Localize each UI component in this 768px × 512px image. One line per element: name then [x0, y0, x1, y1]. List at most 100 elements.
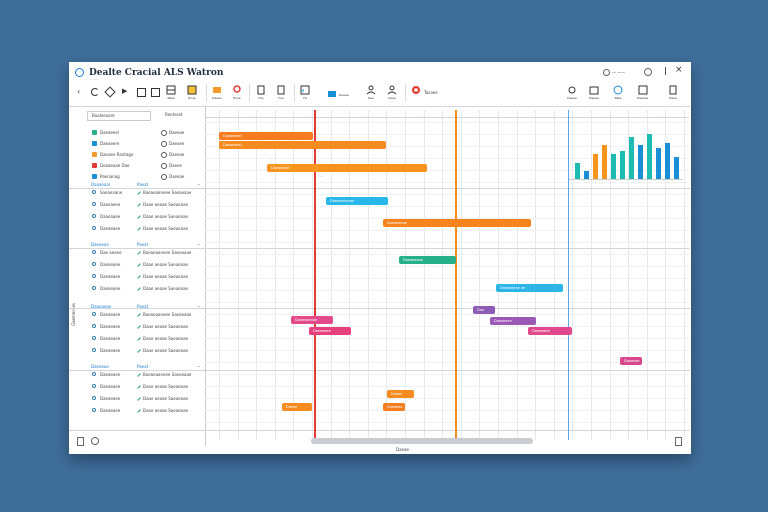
- play-icon[interactable]: ▶: [122, 87, 128, 95]
- gantt-bar[interactable]: Daeaeaeae: [399, 256, 456, 264]
- tool-doc-2[interactable]: Fne: [276, 85, 286, 103]
- tool-table[interactable]: Ntee: [166, 85, 176, 103]
- gantt-bar[interactable]: Daeaeaeel: [219, 132, 313, 140]
- task-name[interactable]: Danaee Rantage: [100, 152, 134, 157]
- column-header-tick: ·: [328, 110, 330, 114]
- task-name[interactable]: Paenanag: [100, 174, 120, 179]
- task-name[interactable]: Daeaeaee: [100, 372, 121, 377]
- back-icon[interactable]: ‹: [77, 87, 81, 96]
- grid-line: [572, 110, 574, 440]
- task-name[interactable]: Doaaeaae Dae: [100, 163, 130, 168]
- task-name[interactable]: Daaeaeee: [100, 202, 121, 207]
- tool-folder[interactable]: Daeeo: [212, 85, 222, 103]
- tool-person[interactable]: Ree: [366, 85, 376, 103]
- tool-pin[interactable]: Ense: [232, 85, 242, 103]
- gantt-bar[interactable]: Daeaeaee: [309, 327, 351, 335]
- gantt-bar[interactable]: Dae: [473, 306, 495, 314]
- shapes-icon[interactable]: [104, 86, 116, 98]
- doc-icon: [257, 85, 265, 95]
- chevron-down-icon[interactable]: ⌄: [197, 363, 201, 368]
- task-name[interactable]: Daeaeaee: [100, 312, 121, 317]
- gantt-bar[interactable]: Daeaeaeaae: [291, 316, 333, 324]
- corner-left-icon[interactable]: [77, 437, 84, 446]
- layout-icon[interactable]: [151, 88, 160, 97]
- tool-chrome[interactable]: [411, 85, 421, 103]
- grid-line: [684, 110, 685, 440]
- user-icon[interactable]: [603, 69, 610, 76]
- column-header-tick: ·: [589, 110, 590, 114]
- task-name[interactable]: Daeaeaee: [100, 408, 121, 413]
- grid-row-line: [205, 254, 689, 255]
- task-name[interactable]: Daeaeeel: [100, 130, 119, 135]
- tool-settings[interactable]: Daase: [567, 85, 577, 103]
- task-name[interactable]: Daeaeaee: [100, 262, 121, 267]
- task-detail: Daae aeaae Saeaeaae: [143, 226, 188, 231]
- task-status: Daeeae: [169, 130, 185, 135]
- gantt-bar[interactable]: Daeae: [387, 390, 414, 398]
- gantt-bar[interactable]: Daeae: [282, 403, 312, 411]
- list-icon: [187, 85, 197, 95]
- gantt-bar[interactable]: Daeaeaee: [490, 317, 536, 325]
- task-name[interactable]: Daeaeaee: [100, 274, 121, 279]
- grid-line: [535, 110, 537, 440]
- summary-bar: [602, 145, 607, 180]
- task-name[interactable]: Daeaeaee: [100, 396, 121, 401]
- tool-person-2[interactable]: Saee: [387, 85, 397, 103]
- task-name[interactable]: Daeaeere: [100, 141, 120, 146]
- status-icon: [161, 163, 167, 169]
- gantt-bar[interactable]: Daeaeaeel: [219, 141, 386, 149]
- task-icon: [92, 141, 97, 146]
- task-status-icon: [92, 384, 96, 388]
- tab-rentsest[interactable]: Rentsest: [165, 112, 183, 117]
- task-status-icon: [92, 286, 96, 290]
- tool-world[interactable]: Rata: [613, 85, 623, 103]
- task-name[interactable]: Daeaeaee: [100, 336, 121, 341]
- gantt-bar[interactable]: Daeaeaeae ae: [496, 284, 563, 292]
- minimize-icon[interactable]: [665, 67, 666, 75]
- search-input[interactable]: Baaleeaare: [87, 111, 151, 121]
- section-divider: [69, 248, 690, 249]
- task-name[interactable]: Saeaeaane: [100, 190, 123, 195]
- task-name[interactable]: Daeaeaee: [100, 226, 121, 231]
- gantt-bar[interactable]: Daeaeaeae: [383, 219, 531, 227]
- chevron-down-icon[interactable]: ⌄: [197, 303, 201, 308]
- chevron-down-icon[interactable]: ⌄: [197, 241, 201, 246]
- tool-chart-2[interactable]: Daease: [637, 85, 648, 103]
- grid-line: [628, 110, 630, 440]
- chevron-down-icon[interactable]: ⌄: [197, 181, 201, 186]
- task-name[interactable]: Daeaeaee: [100, 324, 121, 329]
- gantt-bar[interactable]: Daeaeae: [383, 403, 405, 411]
- corner-circle-icon[interactable]: [91, 437, 99, 445]
- grid-row-line: [205, 422, 689, 423]
- gantt-bar[interactable]: Daeaeaeel: [267, 164, 427, 172]
- tool-chart[interactable]: Fe: [300, 85, 310, 103]
- task-name[interactable]: Daaeaaee: [100, 214, 121, 219]
- task-name[interactable]: Daeaeaee: [100, 286, 121, 291]
- tool-doc[interactable]: Dre: [256, 85, 266, 103]
- grid-icon[interactable]: [137, 88, 146, 97]
- column-header-tick: ·: [458, 110, 460, 114]
- gantt-bar[interactable]: Daeaeaee: [528, 327, 572, 335]
- bar-annotation: —: [319, 174, 322, 178]
- tool-doc-3[interactable]: Daee: [668, 85, 678, 103]
- tool-edit[interactable]: Daeae: [327, 85, 349, 103]
- task-name[interactable]: Daeaeaee: [100, 348, 121, 353]
- help-icon[interactable]: [644, 68, 652, 76]
- status-icon: [161, 152, 167, 158]
- task-detail: Baeaeaaneee Saeaeaae: [143, 312, 192, 317]
- corner-right-icon[interactable]: [675, 437, 682, 446]
- horizontal-scrollbar[interactable]: [311, 438, 533, 444]
- close-icon[interactable]: ×: [675, 65, 683, 75]
- column-header-tick: ·: [254, 110, 256, 114]
- task-detail: Daae aeaae Saeaeaae: [143, 336, 188, 341]
- bar-annotation: —: [404, 228, 407, 232]
- task-name[interactable]: Dae aeaee: [100, 250, 122, 255]
- undo-icon[interactable]: [91, 88, 99, 96]
- tool-calendar[interactable]: Daeae: [589, 85, 599, 103]
- task-name[interactable]: Daeaeaee: [100, 384, 121, 389]
- tool-list[interactable]: Ense: [187, 85, 197, 103]
- gantt-bar[interactable]: Daeaeae: [620, 357, 642, 365]
- gantt-bar[interactable]: Daeaeaeenae: [326, 197, 388, 205]
- grid-line: [665, 110, 667, 440]
- grid-row-line: [205, 350, 689, 351]
